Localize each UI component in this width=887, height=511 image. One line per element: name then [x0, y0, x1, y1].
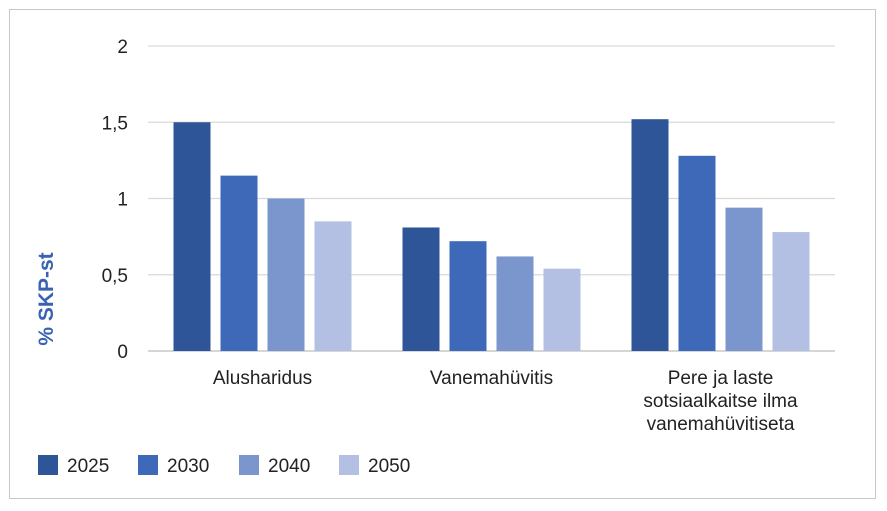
legend-label-2030: 2030 [167, 456, 209, 477]
category-label: vanemahüvitiseta [647, 414, 795, 435]
y-tick-label: 0 [117, 342, 128, 363]
bar-2040 [496, 256, 534, 351]
legend-swatch-2050 [339, 455, 359, 475]
category-labels: Alusharidus Vanemahüvitis Pere ja lastesot… [213, 368, 798, 435]
legend-label-2025: 2025 [67, 456, 109, 477]
bar-2025 [402, 227, 440, 351]
bar-2025 [631, 119, 669, 351]
category-label: sotsiaalkaitse ilma [643, 391, 798, 412]
bar-2050 [772, 232, 810, 351]
bar-2030 [220, 175, 258, 351]
bar-2050 [314, 221, 352, 351]
bar-2030 [449, 241, 487, 351]
legend: 2025 2030 2040 2050 [38, 455, 410, 477]
category-label: Alusharidus [213, 368, 312, 389]
legend-swatch-2030 [138, 455, 158, 475]
category-label: Vanemahüvitis [430, 368, 553, 389]
gridlines [148, 45, 835, 352]
y-axis-label: % SKP-st [35, 252, 58, 345]
bar-2025 [173, 122, 211, 351]
category-label: Pere ja laste [668, 368, 774, 389]
y-tick-label: 2 [117, 37, 128, 58]
bar-2040 [267, 198, 305, 351]
bar-2050 [543, 268, 581, 351]
legend-label-2040: 2040 [268, 456, 310, 477]
bars [173, 119, 810, 351]
y-tick-label: 0,5 [102, 266, 128, 287]
y-tick-label: 1 [117, 190, 128, 211]
legend-swatch-2025 [38, 455, 58, 475]
y-axis-ticks: 0 0,5 1 1,5 2 [102, 37, 128, 363]
legend-swatch-2040 [239, 455, 259, 475]
bar-2030 [678, 155, 716, 351]
legend-label-2050: 2050 [368, 456, 410, 477]
bar-2040 [725, 207, 763, 351]
y-tick-label: 1,5 [102, 113, 128, 134]
